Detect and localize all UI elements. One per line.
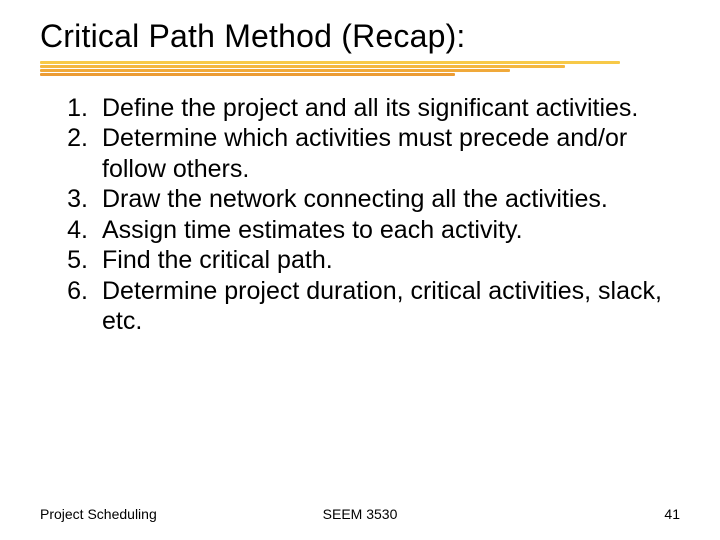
footer-left: Project Scheduling [40, 506, 157, 522]
footer-center: SEEM 3530 [323, 506, 398, 522]
item-text: Define the project and all its significa… [102, 93, 638, 124]
footer: Project Scheduling SEEM 3530 41 [0, 506, 720, 522]
item-number: 6. [50, 276, 102, 307]
underline-bar [40, 65, 565, 68]
underline-bar [40, 69, 510, 72]
list-item: 6. Determine project duration, critical … [50, 276, 680, 337]
list-item: 3. Draw the network connecting all the a… [50, 184, 680, 215]
item-number: 2. [50, 123, 102, 154]
numbered-list: 1. Define the project and all its signif… [40, 93, 680, 337]
item-text: Find the critical path. [102, 245, 333, 276]
title-underline [40, 61, 680, 79]
item-text: Draw the network connecting all the acti… [102, 184, 608, 215]
page-title: Critical Path Method (Recap): [40, 18, 680, 55]
underline-bar [40, 73, 455, 76]
list-item: 5. Find the critical path. [50, 245, 680, 276]
footer-right: 41 [664, 506, 680, 522]
item-text: Determine which activities must precede … [102, 123, 662, 184]
item-number: 4. [50, 215, 102, 246]
item-text: Assign time estimates to each activity. [102, 215, 523, 246]
item-number: 1. [50, 93, 102, 124]
item-number: 5. [50, 245, 102, 276]
item-text: Determine project duration, critical act… [102, 276, 662, 337]
item-number: 3. [50, 184, 102, 215]
list-item: 4. Assign time estimates to each activit… [50, 215, 680, 246]
list-item: 1. Define the project and all its signif… [50, 93, 680, 124]
list-item: 2. Determine which activities must prece… [50, 123, 680, 184]
underline-bar [40, 61, 620, 64]
slide: Critical Path Method (Recap): 1. Define … [0, 0, 720, 540]
